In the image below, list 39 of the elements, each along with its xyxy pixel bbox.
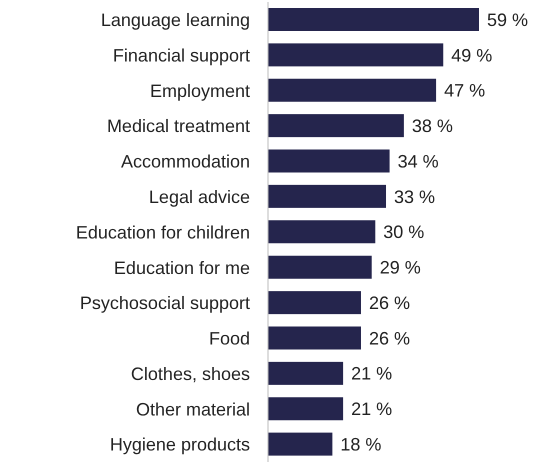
data-label: 34 % bbox=[398, 151, 439, 172]
y-tick-label: Other material bbox=[136, 399, 250, 420]
y-tick-label: Language learning bbox=[100, 10, 250, 30]
bar bbox=[268, 397, 344, 420]
data-label: 29 % bbox=[380, 258, 421, 278]
data-label: 26 % bbox=[368, 292, 410, 313]
y-tick-label: Education for children bbox=[76, 222, 250, 242]
bar bbox=[268, 432, 332, 456]
bar bbox=[268, 291, 361, 314]
data-label: 26 % bbox=[368, 328, 410, 348]
y-tick-label: Food bbox=[208, 328, 250, 349]
bar bbox=[268, 8, 479, 31]
bar bbox=[268, 43, 444, 66]
data-label: 30 % bbox=[383, 222, 424, 242]
data-label: 59 % bbox=[487, 10, 528, 30]
bar bbox=[268, 150, 390, 173]
y-tick-label: Financial support bbox=[112, 45, 250, 66]
data-label: 21 % bbox=[351, 399, 392, 420]
y-tick-label: Employment bbox=[150, 80, 250, 101]
data-label: 33 % bbox=[394, 186, 436, 207]
y-tick-label: Hygiene products bbox=[110, 434, 250, 455]
data-label: 47 % bbox=[444, 80, 486, 101]
bar bbox=[268, 114, 404, 138]
y-tick-label: Accommodation bbox=[120, 152, 250, 172]
data-label: 21 % bbox=[351, 364, 392, 384]
data-label: 38 % bbox=[412, 116, 453, 136]
y-tick-label: Psychosocial support bbox=[80, 293, 250, 314]
bar bbox=[268, 326, 361, 350]
bar bbox=[268, 362, 344, 385]
bar bbox=[268, 184, 386, 208]
bar bbox=[268, 78, 436, 102]
bar bbox=[268, 256, 372, 279]
y-tick-label: Legal advice bbox=[148, 187, 250, 208]
y-tick-label: Clothes, shoes bbox=[130, 364, 250, 384]
data-label: 49 % bbox=[451, 45, 492, 66]
bar bbox=[268, 220, 376, 244]
data-label: 18 % bbox=[340, 434, 382, 455]
y-tick-label: Medical treatment bbox=[106, 116, 250, 136]
y-tick-label: Education for me bbox=[114, 258, 250, 278]
